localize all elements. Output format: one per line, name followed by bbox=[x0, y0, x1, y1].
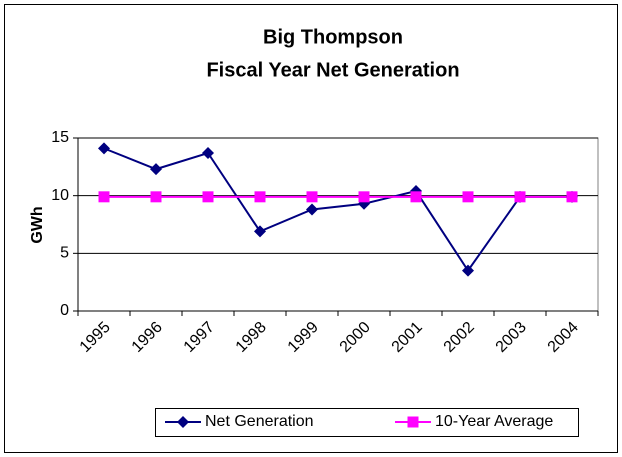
marker bbox=[462, 191, 474, 203]
marker bbox=[306, 203, 318, 216]
marker bbox=[358, 191, 370, 203]
marker bbox=[566, 191, 578, 203]
marker bbox=[98, 191, 110, 203]
marker bbox=[254, 225, 266, 238]
legend-label: 10-Year Average bbox=[435, 413, 553, 430]
marker bbox=[254, 191, 266, 203]
marker bbox=[410, 191, 422, 203]
y-tick-label: 10 bbox=[51, 187, 69, 204]
marker bbox=[150, 191, 162, 203]
legend-label: Net Generation bbox=[205, 413, 314, 430]
series-line bbox=[103, 147, 572, 273]
marker bbox=[202, 191, 214, 203]
legend-box bbox=[155, 408, 579, 437]
marker bbox=[202, 146, 214, 159]
y-tick-label: 5 bbox=[60, 245, 69, 262]
legend-swatch bbox=[407, 416, 419, 428]
marker bbox=[462, 264, 474, 277]
y-tick-label: 0 bbox=[60, 302, 69, 319]
marker bbox=[98, 142, 110, 155]
y-axis-label: GWh bbox=[29, 206, 46, 243]
chart-title: Fiscal Year Net Generation bbox=[206, 59, 459, 81]
marker bbox=[306, 191, 318, 203]
y-tick-label: 15 bbox=[51, 129, 69, 146]
marker bbox=[514, 191, 526, 203]
marker bbox=[150, 163, 162, 176]
chart-title: Big Thompson bbox=[263, 26, 403, 48]
legend-swatch bbox=[177, 416, 189, 428]
